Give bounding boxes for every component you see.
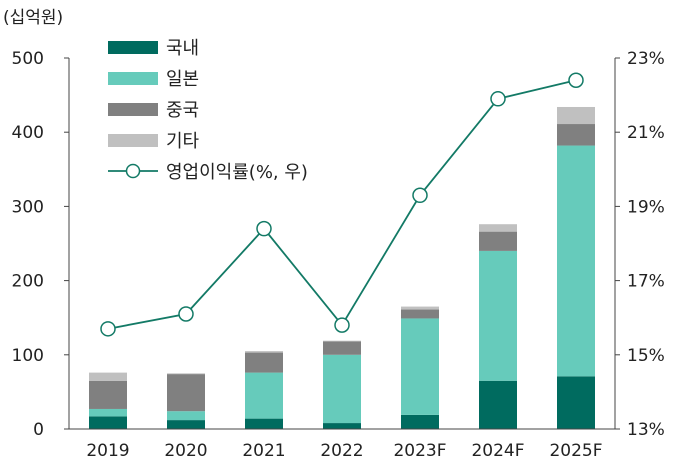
x-axis-ticks: 2019 2020 2021 2022 2023F 2024F 2025F — [86, 441, 602, 461]
bar-segment — [401, 414, 439, 429]
legend-label: 중국 — [166, 100, 199, 121]
y2-tick-label: 15% — [627, 346, 665, 366]
x-tick-label: 2022 — [320, 441, 363, 461]
legend-swatch — [108, 41, 158, 54]
y-tick-label: 400 — [12, 123, 44, 143]
y2-axis-ticks: 13% 15% 17% 19% 21% 23% — [614, 49, 665, 440]
x-tick-label: 2023F — [393, 441, 446, 461]
legend-line-marker — [125, 163, 141, 179]
margin-point — [490, 91, 506, 107]
legend-label: 일본 — [166, 69, 199, 90]
bar-segment — [245, 372, 283, 419]
bar-segment — [401, 306, 439, 310]
x-tick-label: 2019 — [86, 441, 129, 461]
legend-label: 기타 — [166, 131, 200, 152]
bar-segment — [323, 341, 361, 355]
bar-segment — [89, 416, 127, 429]
bar-segment — [89, 408, 127, 417]
legend-swatch — [108, 103, 158, 116]
legend-label: 영업이익률(%, 우) — [166, 162, 308, 183]
bar-segment — [479, 224, 517, 232]
margin-point — [256, 220, 272, 237]
margin-point — [334, 317, 350, 333]
bar-segment — [401, 318, 439, 415]
bar-segment — [557, 106, 595, 125]
bar-series — [89, 106, 595, 429]
bar-segment — [167, 411, 205, 421]
bar-segment — [167, 374, 205, 412]
bar-segment — [245, 352, 283, 373]
y2-tick-label: 19% — [627, 197, 665, 217]
margin-point — [412, 187, 428, 204]
y2-tick-label: 21% — [627, 123, 665, 143]
bar-segment — [479, 250, 517, 381]
x-tick-label: 2024F — [471, 441, 524, 461]
margin-point — [568, 72, 584, 89]
bar-segment — [479, 231, 517, 251]
y2-tick-label: 13% — [627, 420, 665, 440]
y-axis-unit-label: (십억원) — [3, 8, 63, 28]
x-tick-label: 2020 — [164, 441, 207, 461]
y-tick-label: 500 — [12, 49, 44, 69]
bar-segment — [557, 145, 595, 377]
x-tick-label: 2021 — [242, 441, 285, 461]
bar-segment — [323, 423, 361, 429]
bar-segment — [479, 380, 517, 429]
bar-segment — [323, 354, 361, 424]
bar-segment — [557, 124, 595, 146]
bar-segment — [245, 351, 283, 353]
y2-tick-label: 17% — [627, 272, 665, 292]
x-tick-label: 2025F — [549, 441, 602, 461]
y-tick-label: 200 — [12, 272, 44, 292]
legend-swatch — [108, 72, 158, 85]
bar-segment — [401, 309, 439, 319]
bar-segment — [167, 373, 205, 375]
y-tick-label: 300 — [12, 197, 44, 217]
y-tick-label: 0 — [33, 420, 44, 440]
y-axis-ticks: 0 100 200 300 400 500 — [12, 49, 70, 440]
bar-segment — [245, 418, 283, 429]
bar-segment — [89, 372, 127, 381]
legend-label: 국내 — [166, 38, 199, 59]
legend-swatch — [108, 134, 158, 147]
bar-segment — [167, 420, 205, 429]
margin-point — [100, 321, 116, 337]
bar-segment — [323, 340, 361, 342]
y-tick-label: 100 — [12, 346, 44, 366]
y2-tick-label: 23% — [627, 49, 665, 69]
margin-point — [178, 306, 194, 322]
bar-segment — [89, 380, 127, 409]
bar-segment — [557, 376, 595, 429]
line-series — [100, 72, 584, 337]
